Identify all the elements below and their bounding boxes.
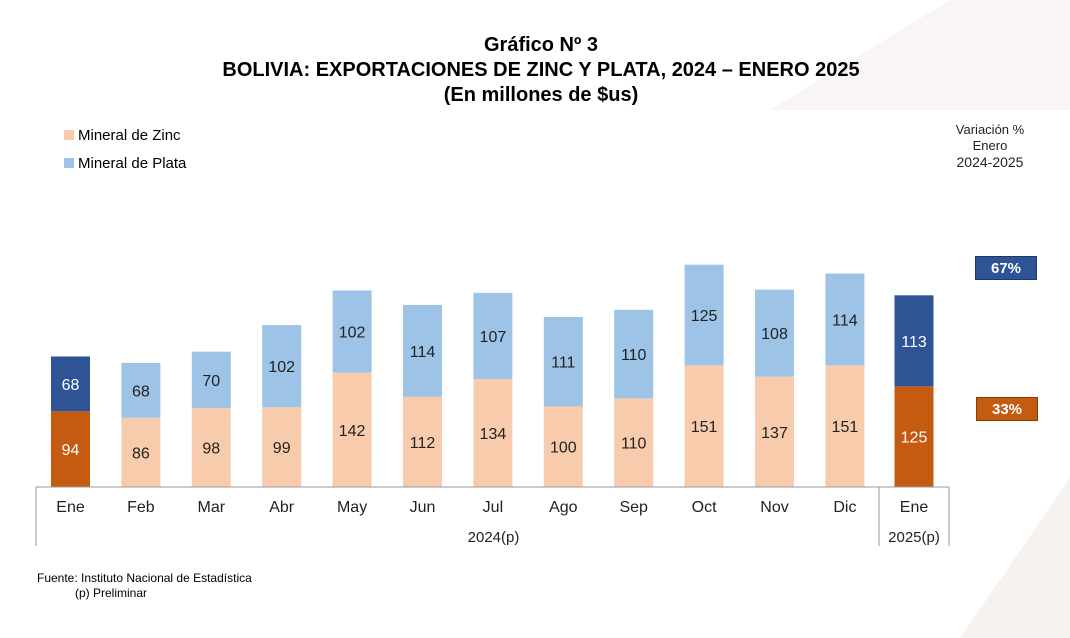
data-label-plata-10: 108: [761, 326, 788, 343]
data-label-plata-4: 102: [339, 325, 366, 342]
chart-title-line1: Gráfico Nº 3: [483, 34, 598, 56]
tick-label-3: Abr: [269, 499, 295, 516]
tick-label-10: Nov: [760, 499, 788, 516]
tick-label-2: Mar: [198, 499, 226, 516]
tick-label-12: Ene: [900, 499, 929, 516]
data-label-plata-12: 113: [901, 334, 927, 351]
tick-label-1: Feb: [127, 499, 155, 516]
bar-zinc-12: [894, 386, 934, 487]
chart-subtitle: (En millones de $us): [443, 84, 639, 106]
data-label-zinc-4: 142: [339, 423, 366, 440]
data-label-zinc-0: 94: [62, 442, 80, 459]
bar-plata-9: [684, 264, 724, 366]
data-label-plata-0: 68: [62, 377, 80, 394]
tick-label-4: May: [337, 499, 367, 516]
bar-plata-10: [755, 289, 794, 377]
bar-plata-5: [403, 304, 442, 397]
data-label-plata-8: 110: [621, 347, 647, 364]
bar-zinc-5: [403, 396, 442, 487]
source-line: Fuente: Instituto Nacional de Estadístic…: [37, 571, 252, 585]
variation-header-line1: Variación %: [955, 122, 1025, 137]
legend-item-plata: Mineral de Plata: [64, 149, 186, 177]
data-label-plata-5: 114: [410, 344, 436, 361]
data-label-zinc-10: 137: [761, 425, 788, 442]
preliminary-note: (p) Preliminar: [75, 586, 148, 600]
group-label-2025: 2025(p): [888, 529, 940, 546]
variation-header-line2: Enero: [972, 138, 1008, 153]
bar-plata-7: [543, 317, 583, 407]
data-label-plata-6: 107: [480, 329, 507, 346]
legend-item-zinc: Mineral de Zinc: [64, 121, 186, 149]
bar-plata-3: [262, 325, 302, 408]
data-label-zinc-12: 125: [901, 430, 928, 447]
bar-zinc-0: [51, 411, 90, 487]
chart-title: Gráfico Nº 3 BOLIVIA: EXPORTACIONES DE Z…: [0, 33, 1070, 108]
bar-zinc-3: [262, 407, 302, 487]
bar-plata-1: [121, 362, 161, 418]
bar-plata-11: [825, 273, 865, 366]
data-label-zinc-5: 112: [410, 435, 436, 452]
bar-zinc-10: [755, 376, 794, 487]
data-label-plata-2: 70: [202, 373, 220, 390]
data-label-plata-7: 111: [551, 355, 575, 372]
group-label-2024: 2024(p): [468, 529, 520, 546]
bar-plata-6: [473, 292, 513, 380]
bar-zinc-1: [121, 417, 161, 487]
bar-zinc-2: [191, 408, 231, 487]
tick-label-11: Dic: [833, 499, 856, 516]
bar-plata-2: [191, 351, 231, 409]
tick-label-5: Jun: [410, 499, 436, 516]
legend-label-plata: Mineral de Plata: [78, 154, 187, 172]
bar-zinc-9: [684, 365, 724, 487]
bar-zinc-8: [614, 398, 654, 487]
bar-zinc-4: [332, 372, 372, 487]
legend-label-zinc: Mineral de Zinc: [78, 126, 181, 144]
legend-swatch-zinc: [64, 130, 74, 140]
source-note: Fuente: Instituto Nacional de Estadístic…: [37, 571, 252, 601]
data-label-zinc-2: 98: [202, 441, 220, 458]
bar-zinc-7: [543, 406, 583, 487]
bar-zinc-11: [825, 365, 865, 487]
variation-badge-zinc: 33%: [976, 397, 1038, 421]
data-label-plata-11: 114: [832, 312, 858, 329]
variation-header-line3: 2024-2025: [956, 154, 1024, 170]
bar-plata-0: [51, 356, 90, 412]
data-label-plata-1: 68: [132, 383, 150, 400]
data-label-zinc-11: 151: [832, 419, 859, 436]
legend-swatch-plata: [64, 158, 74, 168]
tick-label-9: Oct: [692, 499, 717, 516]
bar-zinc-6: [473, 379, 513, 487]
tick-label-7: Ago: [549, 499, 578, 516]
bar-plata-12: [894, 295, 934, 387]
data-label-zinc-8: 110: [621, 436, 647, 453]
data-label-zinc-9: 151: [691, 419, 718, 436]
chart-legend: Mineral de Zinc Mineral de Plata: [64, 121, 186, 177]
tick-label-8: Sep: [619, 499, 648, 516]
variation-header: Variación % Enero 2024-2025: [930, 122, 1050, 170]
tick-label-6: Jul: [483, 499, 503, 516]
data-label-zinc-6: 134: [480, 426, 507, 443]
data-label-zinc-7: 100: [550, 440, 577, 457]
bar-plata-4: [332, 290, 372, 373]
data-label-plata-3: 102: [268, 359, 295, 376]
bar-plata-8: [614, 309, 654, 399]
chart-title-line2: BOLIVIA: EXPORTACIONES DE ZINC Y PLATA, …: [222, 59, 860, 81]
data-label-zinc-1: 86: [132, 445, 150, 462]
data-label-plata-9: 125: [691, 308, 718, 325]
variation-badge-plata: 67%: [975, 256, 1037, 280]
data-label-zinc-3: 99: [273, 440, 291, 457]
tick-label-0: Ene: [56, 499, 85, 516]
